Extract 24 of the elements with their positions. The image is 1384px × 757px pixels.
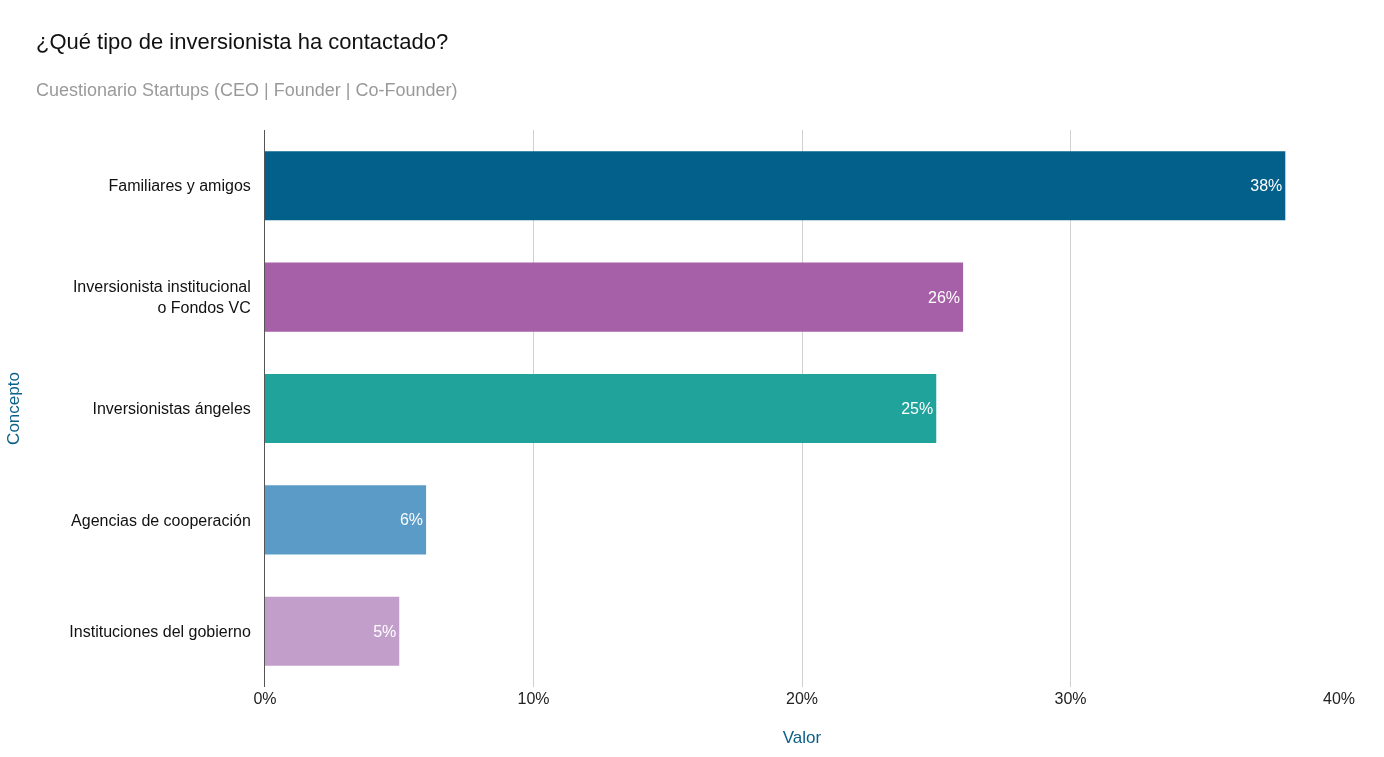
data-label: 26% xyxy=(928,288,961,306)
x-tick-label: 0% xyxy=(253,690,277,707)
bar xyxy=(265,373,937,444)
x-tick-label: 40% xyxy=(1322,690,1356,707)
bar xyxy=(265,485,427,555)
data-label: 38% xyxy=(1250,177,1283,195)
y-axis-title: Concepto xyxy=(3,372,23,445)
x-tick-label: 30% xyxy=(1054,690,1087,707)
x-tick-label: 20% xyxy=(785,690,819,707)
bar xyxy=(265,262,964,332)
chart-subtitle: Cuestionario Startups (CEO | Founder | Co-Founder) xyxy=(35,79,458,100)
y-tick-label: Familiares y amigos xyxy=(108,177,251,195)
x-tick-label: 10% xyxy=(517,690,550,707)
bar xyxy=(265,151,1286,221)
data-label: 25% xyxy=(901,400,934,417)
y-tick-label: Inversionista institucional o Fondos VC xyxy=(72,278,251,317)
chart-title: ¿Qué tipo de inversionista ha contactado? xyxy=(35,29,449,55)
y-tick-label: Inversionistas ángeles xyxy=(92,400,251,418)
y-tick-label: Agencias de cooperación xyxy=(71,511,251,529)
y-tick-label: Instituciones del gobierno xyxy=(69,622,251,640)
data-label: 5% xyxy=(373,622,397,640)
data-label: 6% xyxy=(399,511,424,529)
x-axis-title: Valor xyxy=(782,728,822,748)
bar xyxy=(265,596,400,666)
